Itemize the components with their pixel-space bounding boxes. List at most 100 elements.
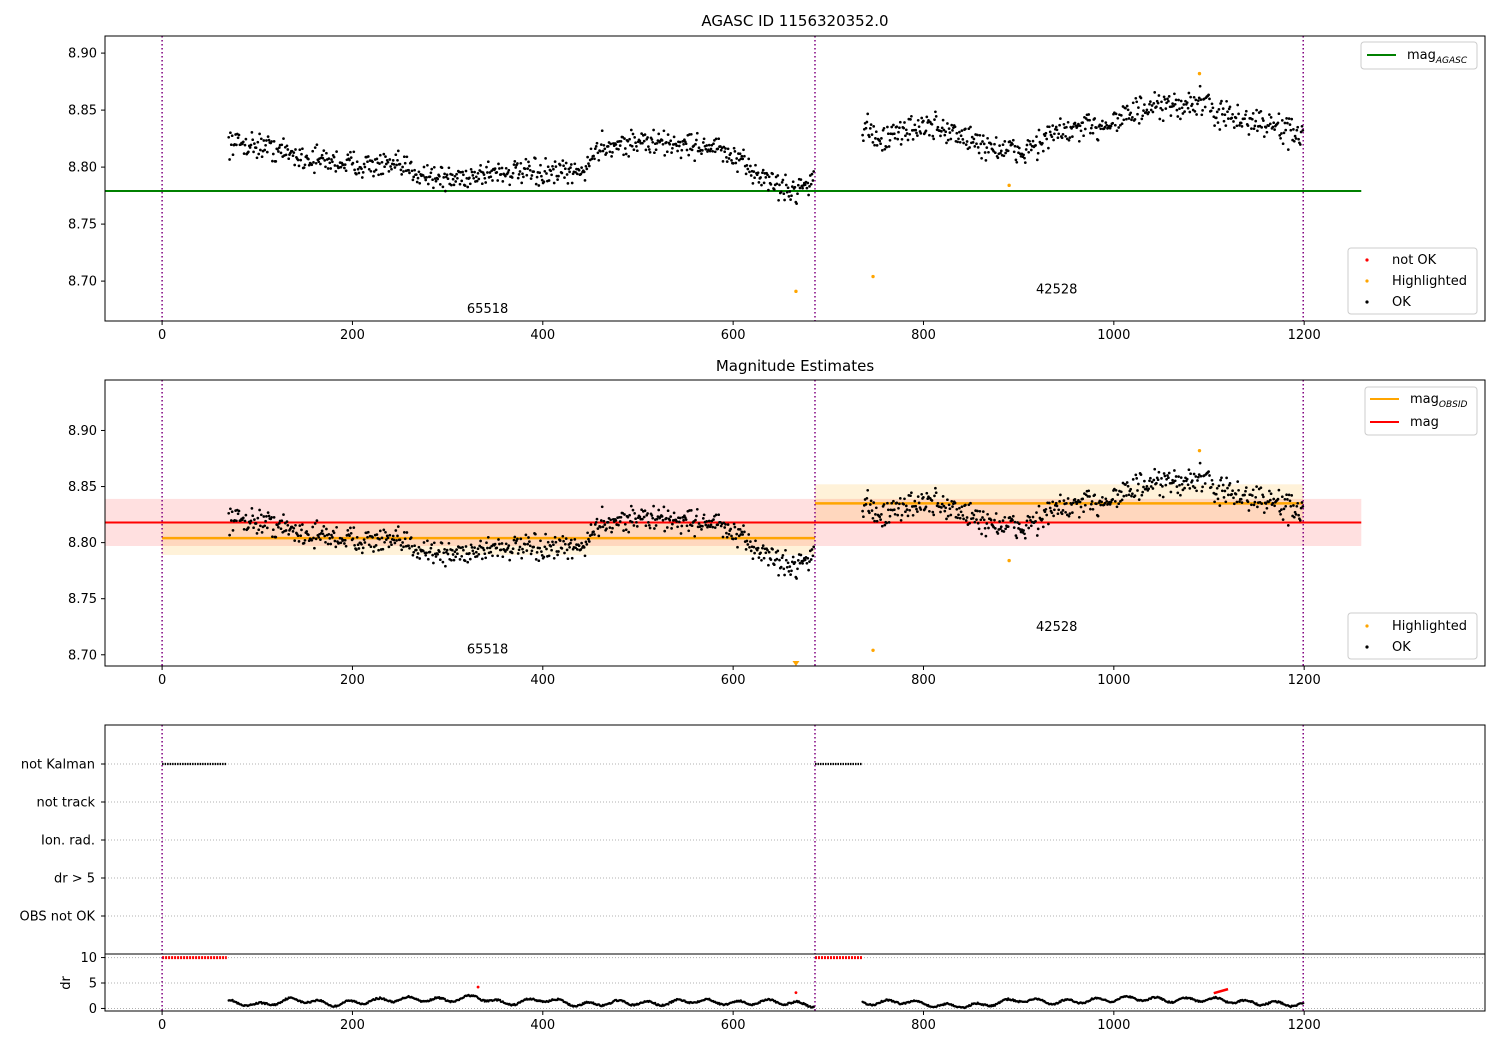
ok-point xyxy=(447,541,451,545)
ok-point xyxy=(547,179,551,182)
ok-point xyxy=(355,160,359,164)
ok-point xyxy=(549,544,553,548)
ok-point xyxy=(751,557,755,561)
ok-point xyxy=(1070,127,1073,130)
ok-point xyxy=(1137,122,1141,125)
ok-point xyxy=(864,126,868,130)
ok-point xyxy=(1081,497,1085,501)
ok-point xyxy=(557,550,560,553)
ok-point xyxy=(276,147,279,151)
ok-point xyxy=(736,170,739,174)
ok-point xyxy=(749,174,753,177)
ok-point xyxy=(1187,91,1191,95)
ok-point xyxy=(866,112,870,116)
ok-point xyxy=(679,156,683,160)
ok-point xyxy=(426,557,430,561)
ok-point xyxy=(618,520,622,523)
ok-point xyxy=(366,530,370,534)
ok-point xyxy=(931,510,935,514)
ok-point xyxy=(253,142,256,145)
ok-point xyxy=(335,525,338,529)
ok-point xyxy=(265,526,269,530)
ok-point xyxy=(1025,519,1029,523)
ok-point xyxy=(327,532,331,536)
ok-point xyxy=(808,560,811,563)
ok-point xyxy=(936,125,940,129)
ok-point xyxy=(801,186,804,190)
ok-point xyxy=(1108,503,1112,506)
ok-point xyxy=(716,523,720,527)
ok-point xyxy=(1091,507,1095,511)
ok-point xyxy=(1157,470,1161,474)
ok-point xyxy=(252,526,255,530)
ok-point xyxy=(463,559,467,563)
ok-point xyxy=(348,534,351,538)
ok-point xyxy=(1277,112,1281,116)
ok-point xyxy=(1068,136,1072,139)
ok-point xyxy=(913,123,917,127)
ok-point xyxy=(1226,493,1230,497)
ok-point xyxy=(754,539,757,543)
ok-point xyxy=(979,518,983,522)
legend2-ok-marker xyxy=(1365,645,1369,649)
ok-point xyxy=(959,134,963,138)
ok-point xyxy=(955,507,959,511)
ok-point xyxy=(799,553,803,557)
ok-point xyxy=(1015,160,1019,164)
ok-point xyxy=(1133,494,1137,498)
ok-point xyxy=(799,178,803,181)
ok-point xyxy=(1071,511,1074,514)
ok-point xyxy=(395,163,398,167)
ok-point xyxy=(1197,96,1201,100)
ok-point xyxy=(1282,131,1286,135)
ok-point xyxy=(320,529,324,533)
ok-point xyxy=(630,520,634,524)
ok-point xyxy=(1149,108,1153,112)
panel1-title: AGASC ID 1156320352.0 xyxy=(701,12,888,30)
ok-point xyxy=(1111,121,1115,125)
ok-point xyxy=(888,514,892,518)
ok-point xyxy=(400,173,404,176)
ok-point xyxy=(343,538,347,542)
ok-point xyxy=(1006,525,1010,528)
ok-point xyxy=(730,159,733,162)
ok-point xyxy=(323,534,327,538)
ok-point xyxy=(642,515,646,519)
ok-point xyxy=(628,137,631,141)
ok-point xyxy=(1273,504,1276,508)
ok-point xyxy=(1048,130,1052,134)
ok-point xyxy=(1151,487,1155,490)
ok-point xyxy=(265,139,268,142)
ok-point xyxy=(339,541,343,545)
ok-point xyxy=(1292,515,1296,519)
ok-point xyxy=(942,504,946,508)
ok-point xyxy=(425,176,428,179)
x-tick-label: 800 xyxy=(911,673,936,688)
ok-point xyxy=(523,542,527,546)
ok-point xyxy=(729,527,733,531)
ok-point xyxy=(292,151,296,154)
ok-point xyxy=(744,548,748,551)
ok-point xyxy=(1003,140,1007,143)
ok-point xyxy=(504,166,508,170)
ok-point xyxy=(940,506,943,509)
ok-point xyxy=(443,547,446,551)
ok-point xyxy=(679,532,683,535)
ok-point xyxy=(432,186,435,190)
ok-point xyxy=(587,537,590,541)
ok-point xyxy=(416,176,420,180)
ok-point xyxy=(595,517,599,521)
ok-point xyxy=(909,118,912,121)
ok-point xyxy=(787,195,791,198)
y-tick-label: 8.90 xyxy=(68,47,97,62)
ok-point xyxy=(761,168,765,172)
ok-point xyxy=(1064,134,1067,138)
ok-point xyxy=(761,544,765,547)
ok-point xyxy=(458,558,462,561)
ok-point xyxy=(1125,117,1128,121)
ok-point xyxy=(1234,492,1238,496)
ok-point xyxy=(949,513,953,517)
ok-point xyxy=(964,143,968,146)
ok-point xyxy=(1120,498,1124,502)
ok-point xyxy=(430,543,434,546)
